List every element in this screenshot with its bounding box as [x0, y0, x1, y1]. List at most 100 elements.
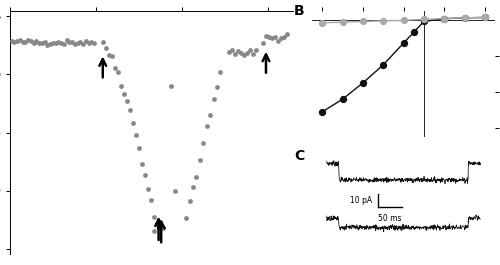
Point: [30, 41, 38, 45]
Point: [8, 39, 16, 43]
Point: [440, 16, 448, 21]
Text: B: B: [294, 4, 304, 18]
Point: [460, 16, 468, 20]
Point: [359, 81, 367, 85]
Point: [460, 16, 468, 20]
Point: [132, 133, 140, 137]
Point: [141, 173, 149, 178]
Point: [88, 40, 96, 45]
Point: [420, 19, 428, 24]
Point: [38, 41, 46, 45]
Point: [147, 198, 155, 202]
Point: [262, 33, 270, 38]
Text: 50 ms: 50 ms: [378, 214, 402, 223]
Point: [108, 54, 116, 59]
Point: [71, 42, 79, 46]
Point: [156, 224, 164, 229]
Point: [268, 36, 276, 40]
Point: [117, 83, 125, 88]
Point: [144, 187, 152, 191]
Point: [150, 229, 158, 233]
Point: [202, 124, 210, 128]
Point: [57, 41, 65, 45]
Point: [22, 40, 30, 45]
Point: [420, 17, 428, 21]
Point: [76, 40, 84, 44]
Point: [266, 35, 274, 39]
Point: [66, 40, 74, 44]
Point: [54, 39, 62, 44]
Point: [126, 108, 134, 112]
Point: [440, 17, 448, 21]
Point: [168, 84, 175, 88]
Point: [400, 41, 407, 45]
Point: [210, 97, 218, 101]
Point: [318, 110, 326, 114]
Point: [10, 40, 18, 44]
Point: [481, 15, 489, 20]
Point: [49, 41, 57, 45]
Point: [234, 49, 242, 53]
Point: [13, 39, 21, 43]
Point: [24, 38, 32, 42]
Point: [192, 175, 200, 179]
Point: [237, 51, 245, 55]
Point: [16, 38, 24, 42]
Point: [200, 141, 207, 145]
Point: [82, 39, 90, 43]
Point: [68, 40, 76, 44]
Point: [359, 19, 367, 24]
Point: [243, 51, 251, 55]
Point: [44, 42, 52, 47]
Point: [90, 41, 98, 45]
Point: [102, 46, 110, 50]
Point: [280, 34, 288, 39]
Point: [99, 39, 107, 44]
Point: [160, 226, 168, 230]
Point: [252, 48, 260, 52]
Point: [171, 188, 179, 193]
Point: [154, 222, 162, 227]
Point: [213, 85, 221, 89]
Point: [189, 184, 197, 189]
Point: [260, 41, 268, 45]
Point: [379, 19, 387, 23]
Point: [225, 50, 233, 54]
Point: [123, 98, 131, 103]
Point: [186, 199, 194, 204]
Point: [379, 63, 387, 67]
Point: [206, 113, 214, 117]
Point: [410, 30, 418, 34]
Point: [284, 32, 292, 36]
Point: [120, 91, 128, 96]
Point: [135, 146, 143, 150]
Point: [105, 52, 113, 57]
Point: [114, 70, 122, 74]
Point: [74, 41, 82, 45]
Point: [60, 42, 68, 46]
Point: [196, 158, 204, 162]
Point: [481, 15, 489, 19]
Point: [46, 42, 54, 46]
Point: [84, 41, 92, 45]
Point: [62, 38, 70, 42]
Point: [228, 48, 236, 52]
Point: [249, 51, 257, 56]
Point: [216, 70, 224, 74]
Point: [182, 216, 190, 220]
Point: [129, 121, 137, 125]
Point: [278, 36, 285, 40]
Point: [400, 18, 407, 23]
Point: [272, 35, 280, 39]
Point: [111, 65, 119, 70]
Point: [274, 39, 282, 43]
Point: [338, 20, 346, 24]
Point: [18, 40, 26, 45]
Point: [27, 39, 35, 43]
Text: 10 pA: 10 pA: [350, 196, 372, 205]
Point: [138, 161, 146, 166]
Point: [32, 39, 40, 43]
Point: [52, 41, 60, 46]
Point: [240, 53, 248, 57]
Point: [40, 39, 48, 44]
